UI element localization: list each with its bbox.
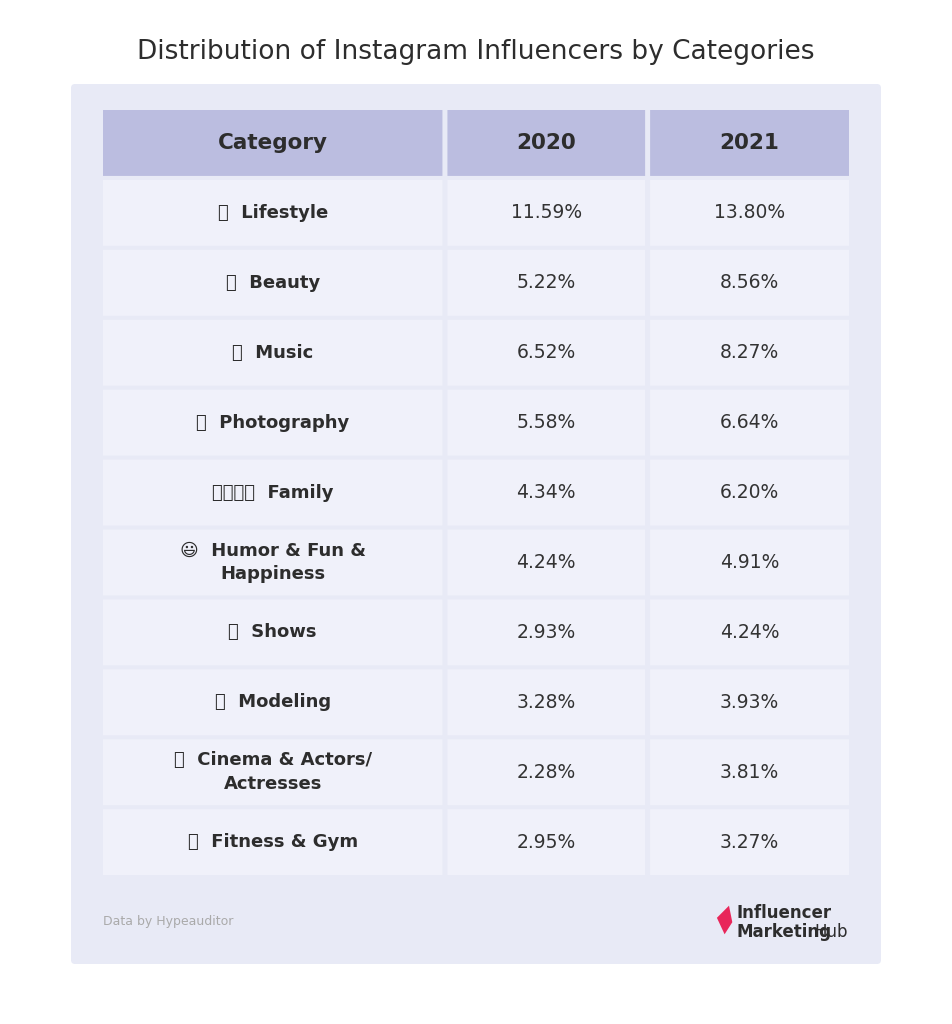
FancyBboxPatch shape	[447, 390, 645, 456]
FancyBboxPatch shape	[447, 319, 645, 386]
FancyBboxPatch shape	[447, 250, 645, 315]
FancyBboxPatch shape	[103, 460, 443, 525]
Text: 3.93%: 3.93%	[720, 693, 779, 712]
Text: 3.81%: 3.81%	[720, 763, 779, 781]
Text: 😃  Humor & Fun &
Happiness: 😃 Humor & Fun & Happiness	[180, 542, 366, 584]
Text: 8.27%: 8.27%	[720, 343, 779, 362]
FancyBboxPatch shape	[103, 739, 443, 805]
Text: Category: Category	[218, 133, 327, 153]
FancyBboxPatch shape	[103, 250, 443, 315]
Text: 13.80%: 13.80%	[714, 204, 785, 222]
FancyBboxPatch shape	[447, 460, 645, 525]
FancyBboxPatch shape	[650, 670, 849, 735]
FancyBboxPatch shape	[447, 739, 645, 805]
Text: 🎵  Music: 🎵 Music	[232, 344, 313, 361]
FancyBboxPatch shape	[650, 739, 849, 805]
FancyBboxPatch shape	[103, 529, 443, 595]
FancyBboxPatch shape	[650, 319, 849, 386]
Text: 4.24%: 4.24%	[720, 623, 780, 642]
Polygon shape	[717, 905, 732, 934]
FancyBboxPatch shape	[447, 670, 645, 735]
FancyBboxPatch shape	[447, 110, 645, 176]
Text: 📷  Photography: 📷 Photography	[196, 414, 349, 432]
Text: Distribution of Instagram Influencers by Categories: Distribution of Instagram Influencers by…	[137, 39, 815, 65]
Text: 2.95%: 2.95%	[517, 833, 576, 852]
FancyBboxPatch shape	[447, 180, 645, 246]
Text: Data by Hypeauditor: Data by Hypeauditor	[103, 915, 233, 929]
Text: 6.64%: 6.64%	[720, 413, 780, 432]
Text: 2.28%: 2.28%	[517, 763, 576, 781]
FancyBboxPatch shape	[103, 390, 443, 456]
FancyBboxPatch shape	[650, 110, 849, 176]
Text: 3.27%: 3.27%	[720, 833, 779, 852]
FancyBboxPatch shape	[71, 84, 881, 964]
Text: 2021: 2021	[720, 133, 780, 153]
Text: 5.22%: 5.22%	[517, 273, 576, 292]
FancyBboxPatch shape	[650, 390, 849, 456]
Text: Marketing: Marketing	[737, 923, 832, 941]
Text: Influencer: Influencer	[737, 904, 832, 922]
Text: 4.91%: 4.91%	[720, 553, 780, 572]
Text: 6.20%: 6.20%	[720, 483, 779, 502]
Text: 💄  Beauty: 💄 Beauty	[226, 273, 320, 292]
Text: 4.34%: 4.34%	[517, 483, 576, 502]
FancyBboxPatch shape	[103, 319, 443, 386]
Text: 2020: 2020	[516, 133, 576, 153]
Text: 👗  Modeling: 👗 Modeling	[214, 693, 330, 712]
FancyBboxPatch shape	[103, 110, 443, 176]
Text: 🧘  Lifestyle: 🧘 Lifestyle	[218, 204, 327, 222]
FancyBboxPatch shape	[650, 599, 849, 666]
Text: 3.28%: 3.28%	[517, 693, 576, 712]
Text: 👨‍👩‍👧‍👦  Family: 👨‍👩‍👧‍👦 Family	[212, 483, 333, 502]
FancyBboxPatch shape	[103, 670, 443, 735]
FancyBboxPatch shape	[650, 180, 849, 246]
FancyBboxPatch shape	[650, 460, 849, 525]
Text: 4.24%: 4.24%	[517, 553, 576, 572]
FancyBboxPatch shape	[103, 180, 443, 246]
Text: 6.52%: 6.52%	[517, 343, 576, 362]
FancyBboxPatch shape	[650, 529, 849, 595]
Text: 🎤  Shows: 🎤 Shows	[228, 624, 317, 641]
FancyBboxPatch shape	[447, 809, 645, 876]
Text: 🤸  Fitness & Gym: 🤸 Fitness & Gym	[188, 834, 358, 851]
Text: 2.93%: 2.93%	[517, 623, 576, 642]
Text: 🎥  Cinema & Actors/
Actresses: 🎥 Cinema & Actors/ Actresses	[173, 752, 372, 793]
FancyBboxPatch shape	[103, 599, 443, 666]
FancyBboxPatch shape	[650, 250, 849, 315]
Text: Hub: Hub	[815, 923, 848, 941]
FancyBboxPatch shape	[650, 809, 849, 876]
Text: 5.58%: 5.58%	[517, 413, 576, 432]
FancyBboxPatch shape	[447, 529, 645, 595]
FancyBboxPatch shape	[447, 599, 645, 666]
Text: 8.56%: 8.56%	[720, 273, 779, 292]
Text: 11.59%: 11.59%	[510, 204, 582, 222]
FancyBboxPatch shape	[103, 809, 443, 876]
